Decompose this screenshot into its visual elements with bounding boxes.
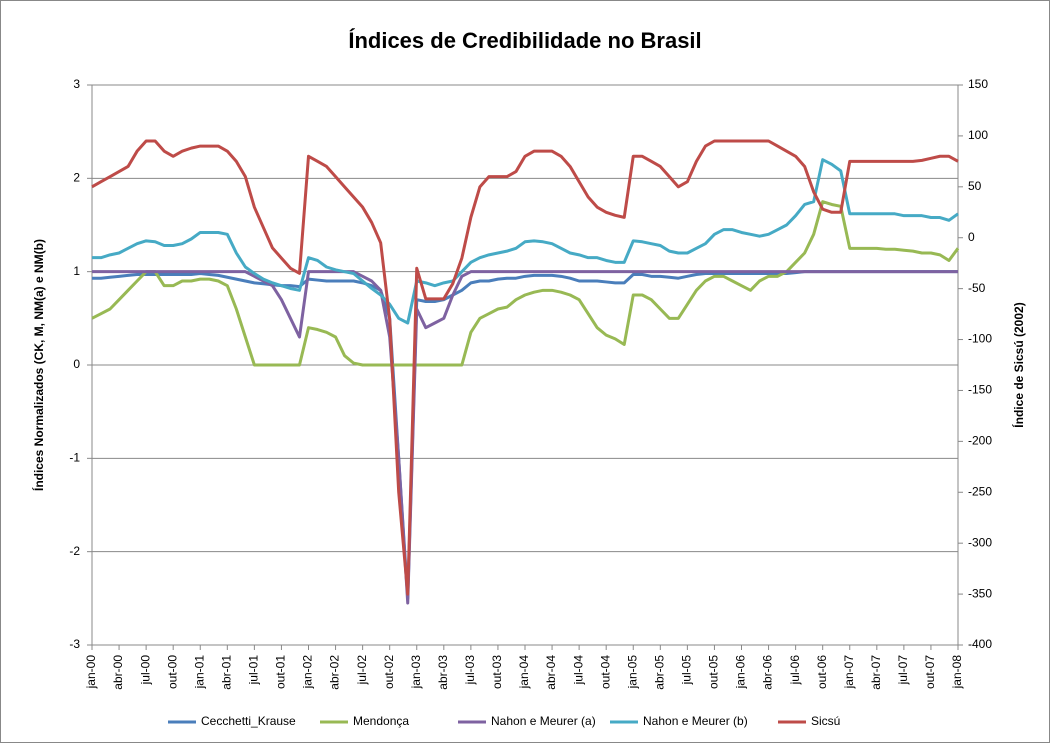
y2-tick-label: 0: [968, 230, 975, 244]
x-tick-label: jan-05: [625, 655, 639, 690]
x-tick-label: jan-06: [734, 655, 748, 690]
x-tick-label: jan-03: [409, 655, 423, 690]
x-tick-label: jul-02: [355, 655, 369, 686]
y2-tick-label: -400: [968, 637, 992, 651]
y2-tick-label: -150: [968, 383, 992, 397]
y2-tick-label: -100: [968, 332, 992, 346]
legend-label: Sicsú: [811, 714, 840, 728]
x-tick-label: out-00: [165, 655, 179, 689]
x-tick-label: out-05: [707, 655, 721, 689]
y2-tick-label: 50: [968, 179, 982, 193]
x-tick-label: jan-07: [842, 655, 856, 690]
legend-label: Mendonça: [353, 714, 409, 728]
series-line: [92, 158, 959, 325]
y-tick-label: 1: [73, 264, 80, 278]
y-tick-label: 0: [73, 357, 80, 371]
x-tick-label: abr-03: [436, 655, 450, 690]
series-line: [92, 270, 958, 605]
x-tick-label: out-03: [490, 655, 504, 689]
x-tick-label: abr-07: [869, 655, 883, 690]
x-tick-label: jul-05: [680, 655, 694, 686]
y2-tick-label: -300: [968, 535, 992, 549]
x-tick-label: out-02: [382, 655, 396, 689]
x-tick-label: abr-05: [652, 655, 666, 690]
y-axis-title: Índices Normalizados (CK, M, NM(a) e NM(…: [31, 239, 46, 491]
y2-axis-title: Índice de Sicsú (2002): [1011, 302, 1026, 427]
x-tick-label: out-04: [598, 655, 612, 689]
x-tick-label: jan-00: [84, 655, 98, 690]
y2-tick-label: -200: [968, 434, 992, 448]
x-tick-label: jan-04: [517, 655, 531, 690]
x-tick-label: jan-01: [192, 655, 206, 690]
x-tick-label: abr-04: [544, 655, 558, 690]
y2-tick-label: 100: [968, 128, 988, 142]
x-tick-label: out-06: [815, 655, 829, 689]
x-tick-label: jul-03: [463, 655, 477, 686]
x-tick-label: jul-00: [138, 655, 152, 686]
x-tick-label: jul-01: [247, 655, 261, 686]
legend-label: Nahon e Meurer (b): [643, 714, 748, 728]
y-tick-label: -1: [69, 451, 80, 465]
y2-tick-label: -350: [968, 586, 992, 600]
y2-tick-label: -50: [968, 281, 986, 295]
x-tick-label: abr-01: [219, 655, 233, 690]
x-tick-label: out-07: [923, 655, 937, 689]
x-tick-label: jul-06: [788, 655, 802, 686]
chart-title: Índices de Credibilidade no Brasil: [348, 28, 701, 53]
x-tick-label: jan-08: [950, 655, 964, 690]
x-tick-label: jul-04: [571, 655, 585, 686]
series-line: [91, 139, 959, 596]
x-tick-label: jul-07: [896, 655, 910, 686]
x-tick-label: abr-06: [761, 655, 775, 690]
legend-label: Cecchetti_Krause: [201, 714, 296, 728]
series-line: [91, 200, 960, 367]
y2-tick-label: 150: [968, 77, 988, 91]
y-tick-label: -3: [69, 637, 80, 651]
x-tick-label: jan-02: [301, 655, 315, 690]
y2-tick-label: -250: [968, 484, 992, 498]
x-tick-label: abr-02: [328, 655, 342, 690]
legend-label: Nahon e Meurer (a): [491, 714, 596, 728]
y-tick-label: 2: [73, 171, 80, 185]
y-tick-label: -2: [69, 544, 80, 558]
x-tick-label: abr-00: [111, 655, 125, 690]
x-tick-label: out-01: [274, 655, 288, 689]
y-tick-label: 3: [73, 77, 80, 91]
